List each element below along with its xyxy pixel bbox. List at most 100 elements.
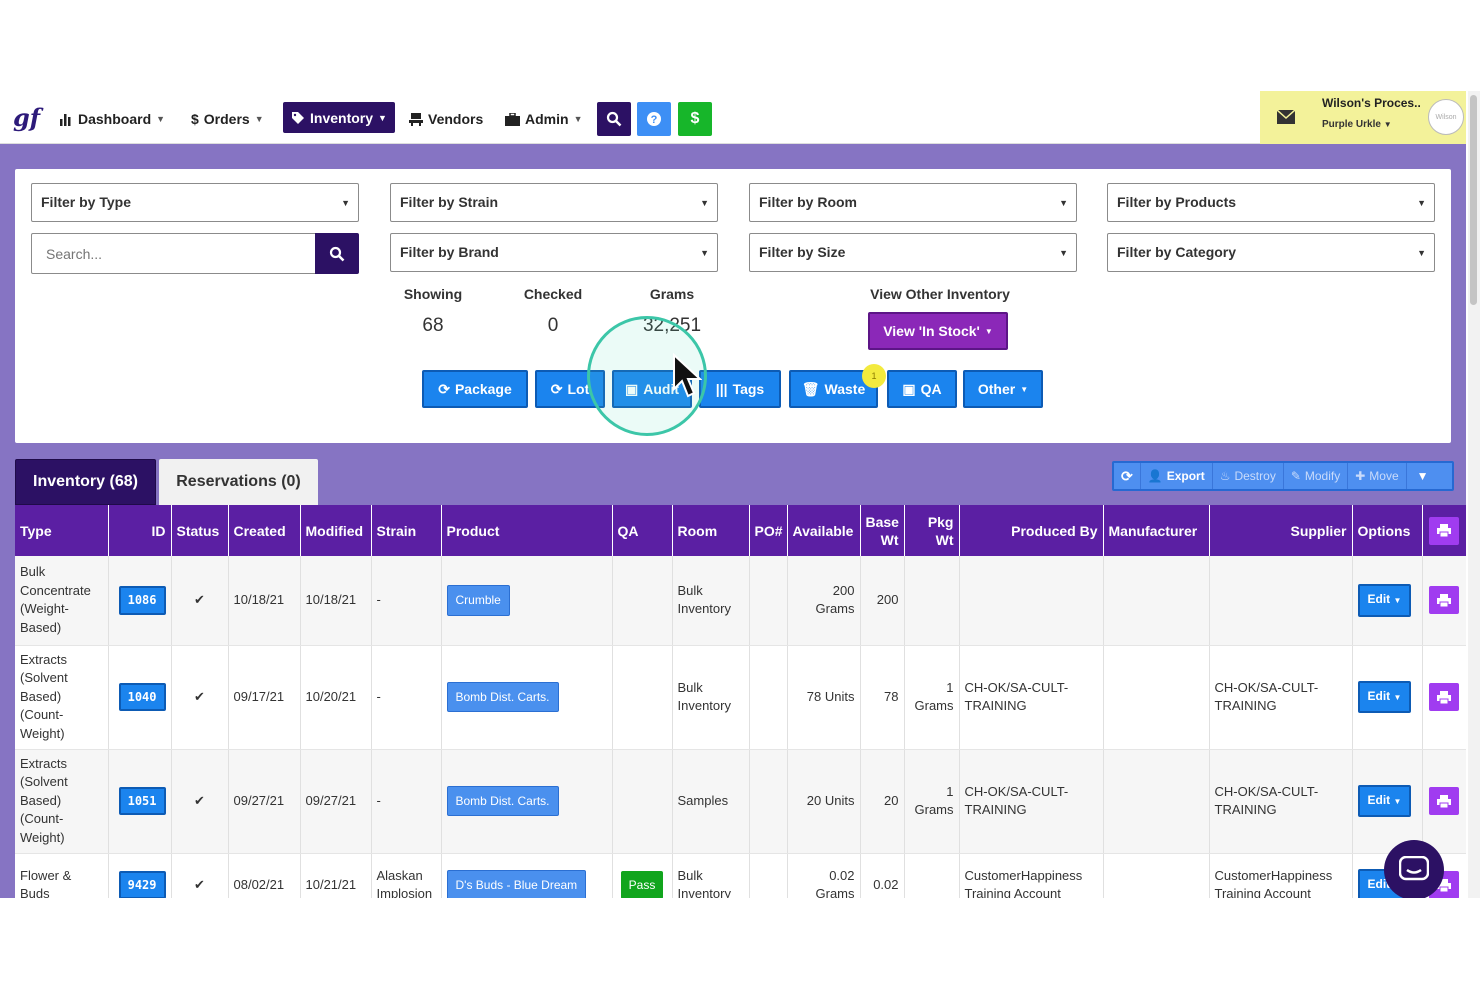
tags-button[interactable]: ||| Tags — [699, 370, 781, 408]
cell-type: Bulk Concentrate (Weight-Based) — [15, 556, 109, 646]
print-button[interactable] — [1429, 787, 1459, 815]
filter-products-select[interactable]: Filter by Products ▼ — [1107, 183, 1435, 222]
table-row[interactable]: Flower & Buds 9429 ✔ 08/02/21 10/21/21 A… — [15, 853, 1466, 898]
col-header-type[interactable]: Type — [15, 505, 109, 556]
filter-strain-select[interactable]: Filter by Strain ▼ — [390, 183, 718, 222]
print-button[interactable] — [1429, 683, 1459, 711]
cell-modified: 10/21/21 — [300, 853, 372, 898]
filter-type-select[interactable]: Filter by Type ▼ — [31, 183, 359, 222]
qa-pass-badge: Pass — [620, 870, 664, 898]
col-header-base-wt[interactable]: Base Wt — [860, 505, 905, 556]
col-header-produced-by[interactable]: Produced By — [959, 505, 1104, 556]
destroy-button[interactable]: ♨ Destroy — [1213, 463, 1284, 489]
id-badge[interactable]: 1040 — [118, 682, 166, 712]
filter-category-select[interactable]: Filter by Category ▼ — [1107, 233, 1435, 272]
col-header-product[interactable]: Product — [441, 505, 613, 556]
lot-button[interactable]: ⟳ Lot — [535, 370, 605, 408]
tab-reservations[interactable]: Reservations (0) — [159, 459, 318, 505]
edit-icon: ✎ — [1290, 469, 1301, 483]
col-header-created[interactable]: Created — [228, 505, 301, 556]
refresh-button[interactable]: ⟳ — [1114, 463, 1141, 489]
modify-button[interactable]: ✎ Modify — [1284, 463, 1349, 489]
nav-orders[interactable]: $ Orders ▼ — [191, 107, 264, 131]
filter-category-label: Filter by Category — [1117, 244, 1237, 260]
tab-inventory[interactable]: Inventory (68) — [15, 459, 156, 505]
table-row[interactable]: Extracts (Solvent Based) (Count-Weight) … — [15, 645, 1466, 750]
cell-qa: Pass — [612, 853, 673, 898]
nav-admin[interactable]: Admin ▼ — [505, 107, 582, 131]
col-header-qa[interactable]: QA — [612, 505, 673, 556]
chevron-down-icon: ▼ — [1417, 198, 1426, 208]
search-input[interactable] — [31, 233, 316, 274]
col-header-room[interactable]: Room — [672, 505, 750, 556]
waste-button[interactable]: 🗑 Waste — [789, 370, 878, 408]
qa-button[interactable]: ▣ QA — [887, 370, 957, 408]
col-header-manufacturer[interactable]: Manufacturer — [1103, 505, 1210, 556]
export-button[interactable]: 👤 Export — [1141, 463, 1213, 489]
product-badge[interactable]: Crumble — [446, 585, 510, 616]
id-badge[interactable]: 1086 — [118, 586, 166, 615]
global-search-button[interactable] — [597, 102, 631, 136]
filter-room-select[interactable]: Filter by Room ▼ — [749, 183, 1077, 222]
product-badge[interactable]: D's Buds - Blue Dream — [446, 869, 587, 898]
cell-product: Bomb Dist. Carts. — [441, 645, 613, 750]
cell-type: Extracts (Solvent Based) (Count-Weight) — [15, 749, 109, 854]
view-in-stock-button[interactable]: View 'In Stock' ▼ — [868, 312, 1008, 350]
audit-button[interactable]: ▣ Audit — [612, 370, 692, 408]
bulk-more-button[interactable]: ▼ — [1407, 463, 1439, 489]
move-button[interactable]: ✚ Move — [1348, 463, 1407, 489]
printer-icon — [1437, 794, 1451, 808]
col-header-status[interactable]: Status — [171, 505, 229, 556]
chevron-down-icon: ▼ — [156, 114, 166, 124]
product-badge[interactable]: Bomb Dist. Carts. — [446, 681, 559, 713]
col-header-available[interactable]: Available — [787, 505, 861, 556]
logo[interactable]: gf — [13, 103, 41, 132]
id-badge[interactable]: 1051 — [118, 786, 166, 816]
col-header-modified[interactable]: Modified — [300, 505, 372, 556]
page-scrollbar[interactable] — [1468, 91, 1480, 898]
col-header-strain[interactable]: Strain — [371, 505, 442, 556]
print-all-button[interactable] — [1429, 516, 1459, 545]
cell-created: 09/27/21 — [228, 749, 301, 854]
other-button[interactable]: Other ▼ — [963, 370, 1043, 408]
cell-base-wt: 78 — [860, 645, 905, 750]
filter-size-select[interactable]: Filter by Size ▼ — [749, 233, 1077, 272]
col-header-id[interactable]: ID — [108, 505, 172, 556]
search-button[interactable] — [315, 233, 359, 274]
cell-strain: Alaskan Implosion — [371, 853, 442, 898]
id-badge[interactable]: 9429 — [118, 870, 166, 898]
package-button[interactable]: ⟳ Package — [422, 370, 528, 408]
edit-button[interactable]: Edit ▼ — [1357, 680, 1412, 714]
chat-launcher-button[interactable] — [1384, 840, 1444, 900]
nav-dashboard[interactable]: Dashboard ▼ — [59, 107, 165, 131]
col-header-supplier[interactable]: Supplier — [1209, 505, 1353, 556]
chevron-down-icon: ▼ — [341, 198, 350, 208]
help-button[interactable]: ? — [637, 102, 671, 136]
chevron-down-icon: ▼ — [1059, 198, 1068, 208]
help-icon: ? — [647, 112, 661, 126]
cell-room: Bulk Inventory — [672, 853, 750, 898]
user-menu[interactable]: Wilson's Proces.. Purple Urkle ▼ Wilson — [1260, 91, 1466, 144]
edit-label: Edit — [1367, 876, 1391, 891]
product-badge[interactable]: Bomb Dist. Carts. — [446, 785, 559, 817]
print-button[interactable] — [1429, 586, 1459, 615]
chevron-down-icon: ▼ — [1393, 596, 1402, 605]
mail-icon[interactable] — [1277, 110, 1295, 124]
table-row[interactable]: Bulk Concentrate (Weight-Based) 1086 ✔ 1… — [15, 556, 1466, 646]
col-header-po[interactable]: PO# — [749, 505, 788, 556]
nav-inventory[interactable]: Inventory ▼ — [283, 102, 395, 133]
inventory-table-wrapper: Type ID Status Created Modified Strain P… — [15, 505, 1466, 898]
money-button[interactable]: $ — [678, 102, 712, 136]
scrollbar-thumb[interactable] — [1470, 95, 1477, 305]
col-header-pkg-wt[interactable]: Pkg Wt — [904, 505, 960, 556]
nav-vendors[interactable]: Vendors — [409, 107, 483, 131]
edit-button[interactable]: Edit ▼ — [1357, 784, 1412, 818]
filter-brand-select[interactable]: Filter by Brand ▼ — [390, 233, 718, 272]
user-org[interactable]: Purple Urkle ▼ — [1322, 119, 1392, 130]
col-header-options[interactable]: Options — [1352, 505, 1423, 556]
edit-button[interactable]: Edit ▼ — [1357, 584, 1412, 617]
avatar[interactable]: Wilson — [1428, 99, 1464, 135]
cell-produced-by: CustomerHappiness Training Account — [959, 853, 1104, 898]
table-row[interactable]: Extracts (Solvent Based) (Count-Weight) … — [15, 749, 1466, 854]
filter-size-label: Filter by Size — [759, 244, 846, 260]
